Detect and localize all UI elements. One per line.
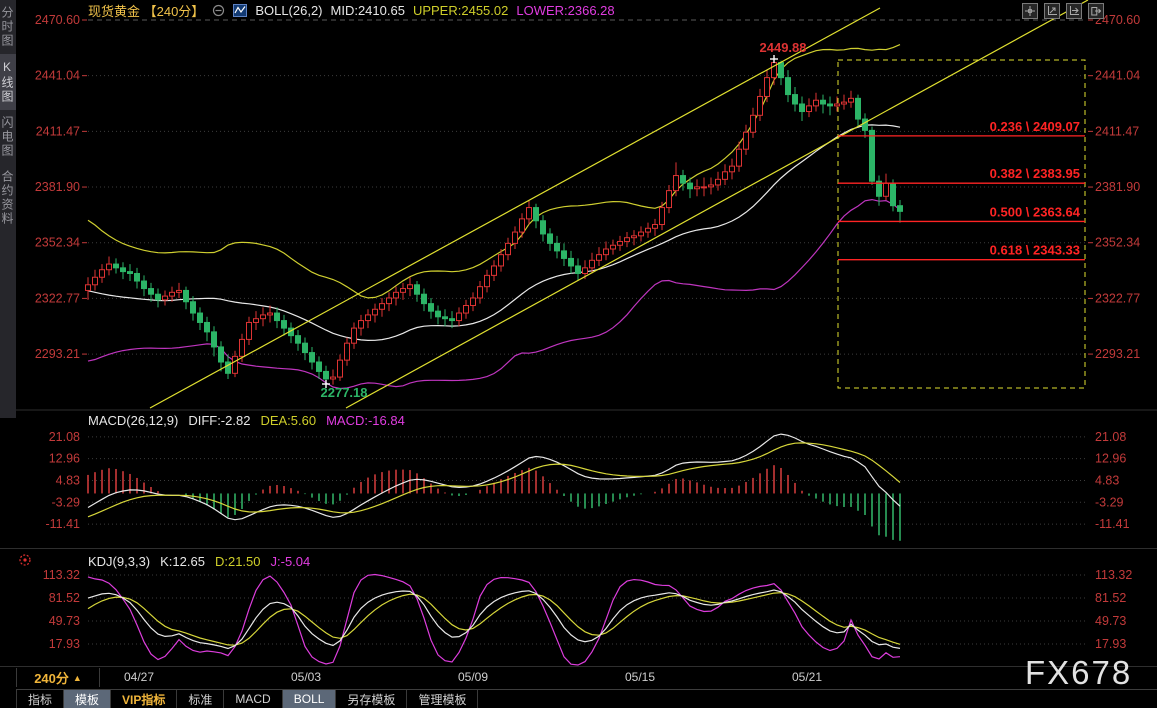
x-axis-date: 05/21: [791, 670, 823, 684]
kdj-j-value: J:-5.04: [270, 553, 311, 569]
toolbar-item-manage-templates[interactable]: 管理模板: [407, 690, 479, 708]
boll-upper-value: UPPER:2455.02: [412, 2, 509, 18]
fibonacci-retracement[interactable]: 0.236 \ 2409.07 0.382 \ 2383.95 0.500 \ 23…: [837, 59, 1086, 389]
axis-label: 2449.88: [760, 40, 807, 55]
toolbar-item-vip-indicators[interactable]: VIP指标: [111, 690, 178, 708]
axis-label: 17.93: [49, 637, 80, 651]
axis-label: 0.618 \ 2343.33: [990, 243, 1080, 258]
axis-label: 2277.18: [321, 385, 368, 400]
axis-label: 2441.04: [35, 69, 80, 83]
axis-label: 2411.47: [36, 124, 80, 138]
macd-dea-value: DEA:5.60: [260, 412, 317, 428]
popout-window-icon[interactable]: [1088, 3, 1104, 19]
sidebar-tab-time-chart[interactable]: 分时图: [0, 6, 14, 48]
axis-label: 21.08: [1095, 430, 1126, 444]
macd-grid: 21.08 21.08 12.96 12.96 4.83 4.83 -3.29 -3.29 -1…: [45, 430, 1129, 531]
axis-label: 2293.21: [35, 347, 80, 361]
symbol-period-label: 现货黄金 【240分】: [88, 3, 205, 19]
chart-tools: [1022, 3, 1104, 19]
toolbar-item-templates[interactable]: 模板: [64, 690, 112, 708]
indicator-settings-icon[interactable]: [18, 553, 32, 567]
axis-label: 81.52: [49, 591, 80, 605]
x-axis-date: 05/09: [457, 670, 489, 684]
axis-label: 2381.90: [35, 180, 80, 194]
axis-label: 12.96: [49, 452, 80, 466]
sidebar-tab-contract-info[interactable]: 合约资料: [0, 170, 14, 226]
kdj-d-value: D:21.50: [214, 553, 261, 569]
candlesticks: [85, 58, 903, 385]
macd-diff-value: DIFF:-2.82: [188, 412, 251, 428]
collapse-icon[interactable]: [212, 4, 225, 17]
axis-label: 4.83: [56, 474, 80, 488]
toolbar-item-indicators[interactable]: 指标: [16, 690, 65, 708]
x-axis-date: 05/03: [290, 670, 322, 684]
axis-label: 0.500 \ 2363.64: [990, 204, 1081, 219]
axis-label: 2441.04: [1095, 69, 1140, 83]
axis-label: 4.83: [1095, 474, 1119, 488]
price-annotations: 2449.88 2277.18: [321, 40, 807, 400]
x-axis-date: 05/15: [624, 670, 656, 684]
boll-mid-value: MID:2410.65: [330, 2, 405, 18]
axis-scale-left-icon[interactable]: [1044, 3, 1060, 19]
macd-value: MACD:-16.84: [326, 412, 405, 428]
macd-histogram: [87, 465, 901, 541]
macd-lines: [87, 433, 901, 521]
sidebar-tab-kline-chart[interactable]: K线图: [0, 54, 16, 110]
axis-label: -3.29: [1095, 495, 1124, 509]
axis-label: 0.236 \ 2409.07: [990, 119, 1080, 134]
main-grid: 2470.60 2470.60 2441.04 2441.04 2411.47 2411.…: [35, 13, 1140, 361]
axis-label: 113.32: [1095, 568, 1132, 582]
sidebar-tab-lightning-chart[interactable]: 闪电图: [0, 116, 14, 158]
axis-label: 2352.34: [1095, 236, 1140, 250]
macd-panel-header: MACD(26,12,9) DIFF:-2.82 DEA:5.60 MACD:-…: [88, 412, 405, 428]
axis-label: 21.08: [49, 430, 80, 444]
toolbar-item-macd[interactable]: MACD: [224, 690, 283, 708]
period-selector[interactable]: 240分 ▲: [16, 668, 100, 687]
axis-label: 2322.77: [1095, 291, 1140, 305]
axis-label: -11.41: [1095, 517, 1130, 531]
axis-label: 49.73: [1095, 614, 1126, 628]
axis-label: 2322.77: [35, 291, 80, 305]
axis-label: 0.382 \ 2383.95: [990, 166, 1080, 181]
trend-channel-lines[interactable]: [149, 0, 1089, 409]
kdj-k-value: K:12.65: [160, 553, 205, 569]
axis-label: 81.52: [1095, 591, 1126, 605]
axis-label: -3.29: [52, 495, 81, 509]
axis-label: 2293.21: [1095, 347, 1140, 361]
axis-label: 113.32: [43, 568, 80, 582]
crosshair-tool-icon[interactable]: [1022, 3, 1038, 19]
boll-lower-value: LOWER:2366.28: [516, 2, 615, 18]
main-chart-plot-area[interactable]: [88, 10, 1087, 406]
macd-title: MACD(26,12,9): [88, 412, 179, 428]
bottom-toolbar: 指标 模板 VIP指标 标准 MACD BOLL 另存模板 管理模板: [16, 689, 1157, 708]
axis-label: 2470.60: [35, 13, 80, 27]
boll-params-label: BOLL(26,2): [255, 2, 323, 18]
axis-label: 17.93: [1095, 637, 1126, 651]
axis-label: -11.41: [45, 517, 80, 531]
axis-label: 12.96: [1095, 452, 1126, 466]
axis-scale-right-icon[interactable]: [1066, 3, 1082, 19]
kdj-grid: 113.32 113.32 81.52 81.52 49.73 49.73 17.93 17.…: [43, 568, 1133, 651]
kdj-panel-header: KDJ(9,3,3) K:12.65 D:21.50 J:-5.04: [88, 553, 310, 569]
axis-label: 2470.60: [1095, 13, 1140, 27]
period-label: 240分: [34, 671, 69, 686]
x-axis-date: 04/27: [123, 670, 155, 684]
axis-label: 2352.34: [35, 236, 80, 250]
axis-label: 2381.90: [1095, 180, 1140, 194]
toolbar-item-save-template[interactable]: 另存模板: [336, 690, 408, 708]
left-sidebar: 分时图 K线图 闪电图 合约资料: [0, 0, 16, 418]
toolbar-item-boll[interactable]: BOLL: [282, 690, 337, 708]
kdj-lines: [87, 573, 901, 666]
fx678-watermark: FX678: [1025, 654, 1133, 691]
period-up-arrow-icon: ▲: [72, 672, 82, 683]
kdj-title: KDJ(9,3,3): [88, 553, 151, 569]
chart-header: 现货黄金 【240分】 BOLL(26,2) MID:2410.65 UPPER…: [88, 2, 615, 19]
axis-label: 49.73: [49, 614, 80, 628]
axis-label: 2411.47: [1095, 124, 1139, 138]
toolbar-item-standard[interactable]: 标准: [177, 690, 225, 708]
boll-indicator-icon[interactable]: [233, 3, 248, 17]
